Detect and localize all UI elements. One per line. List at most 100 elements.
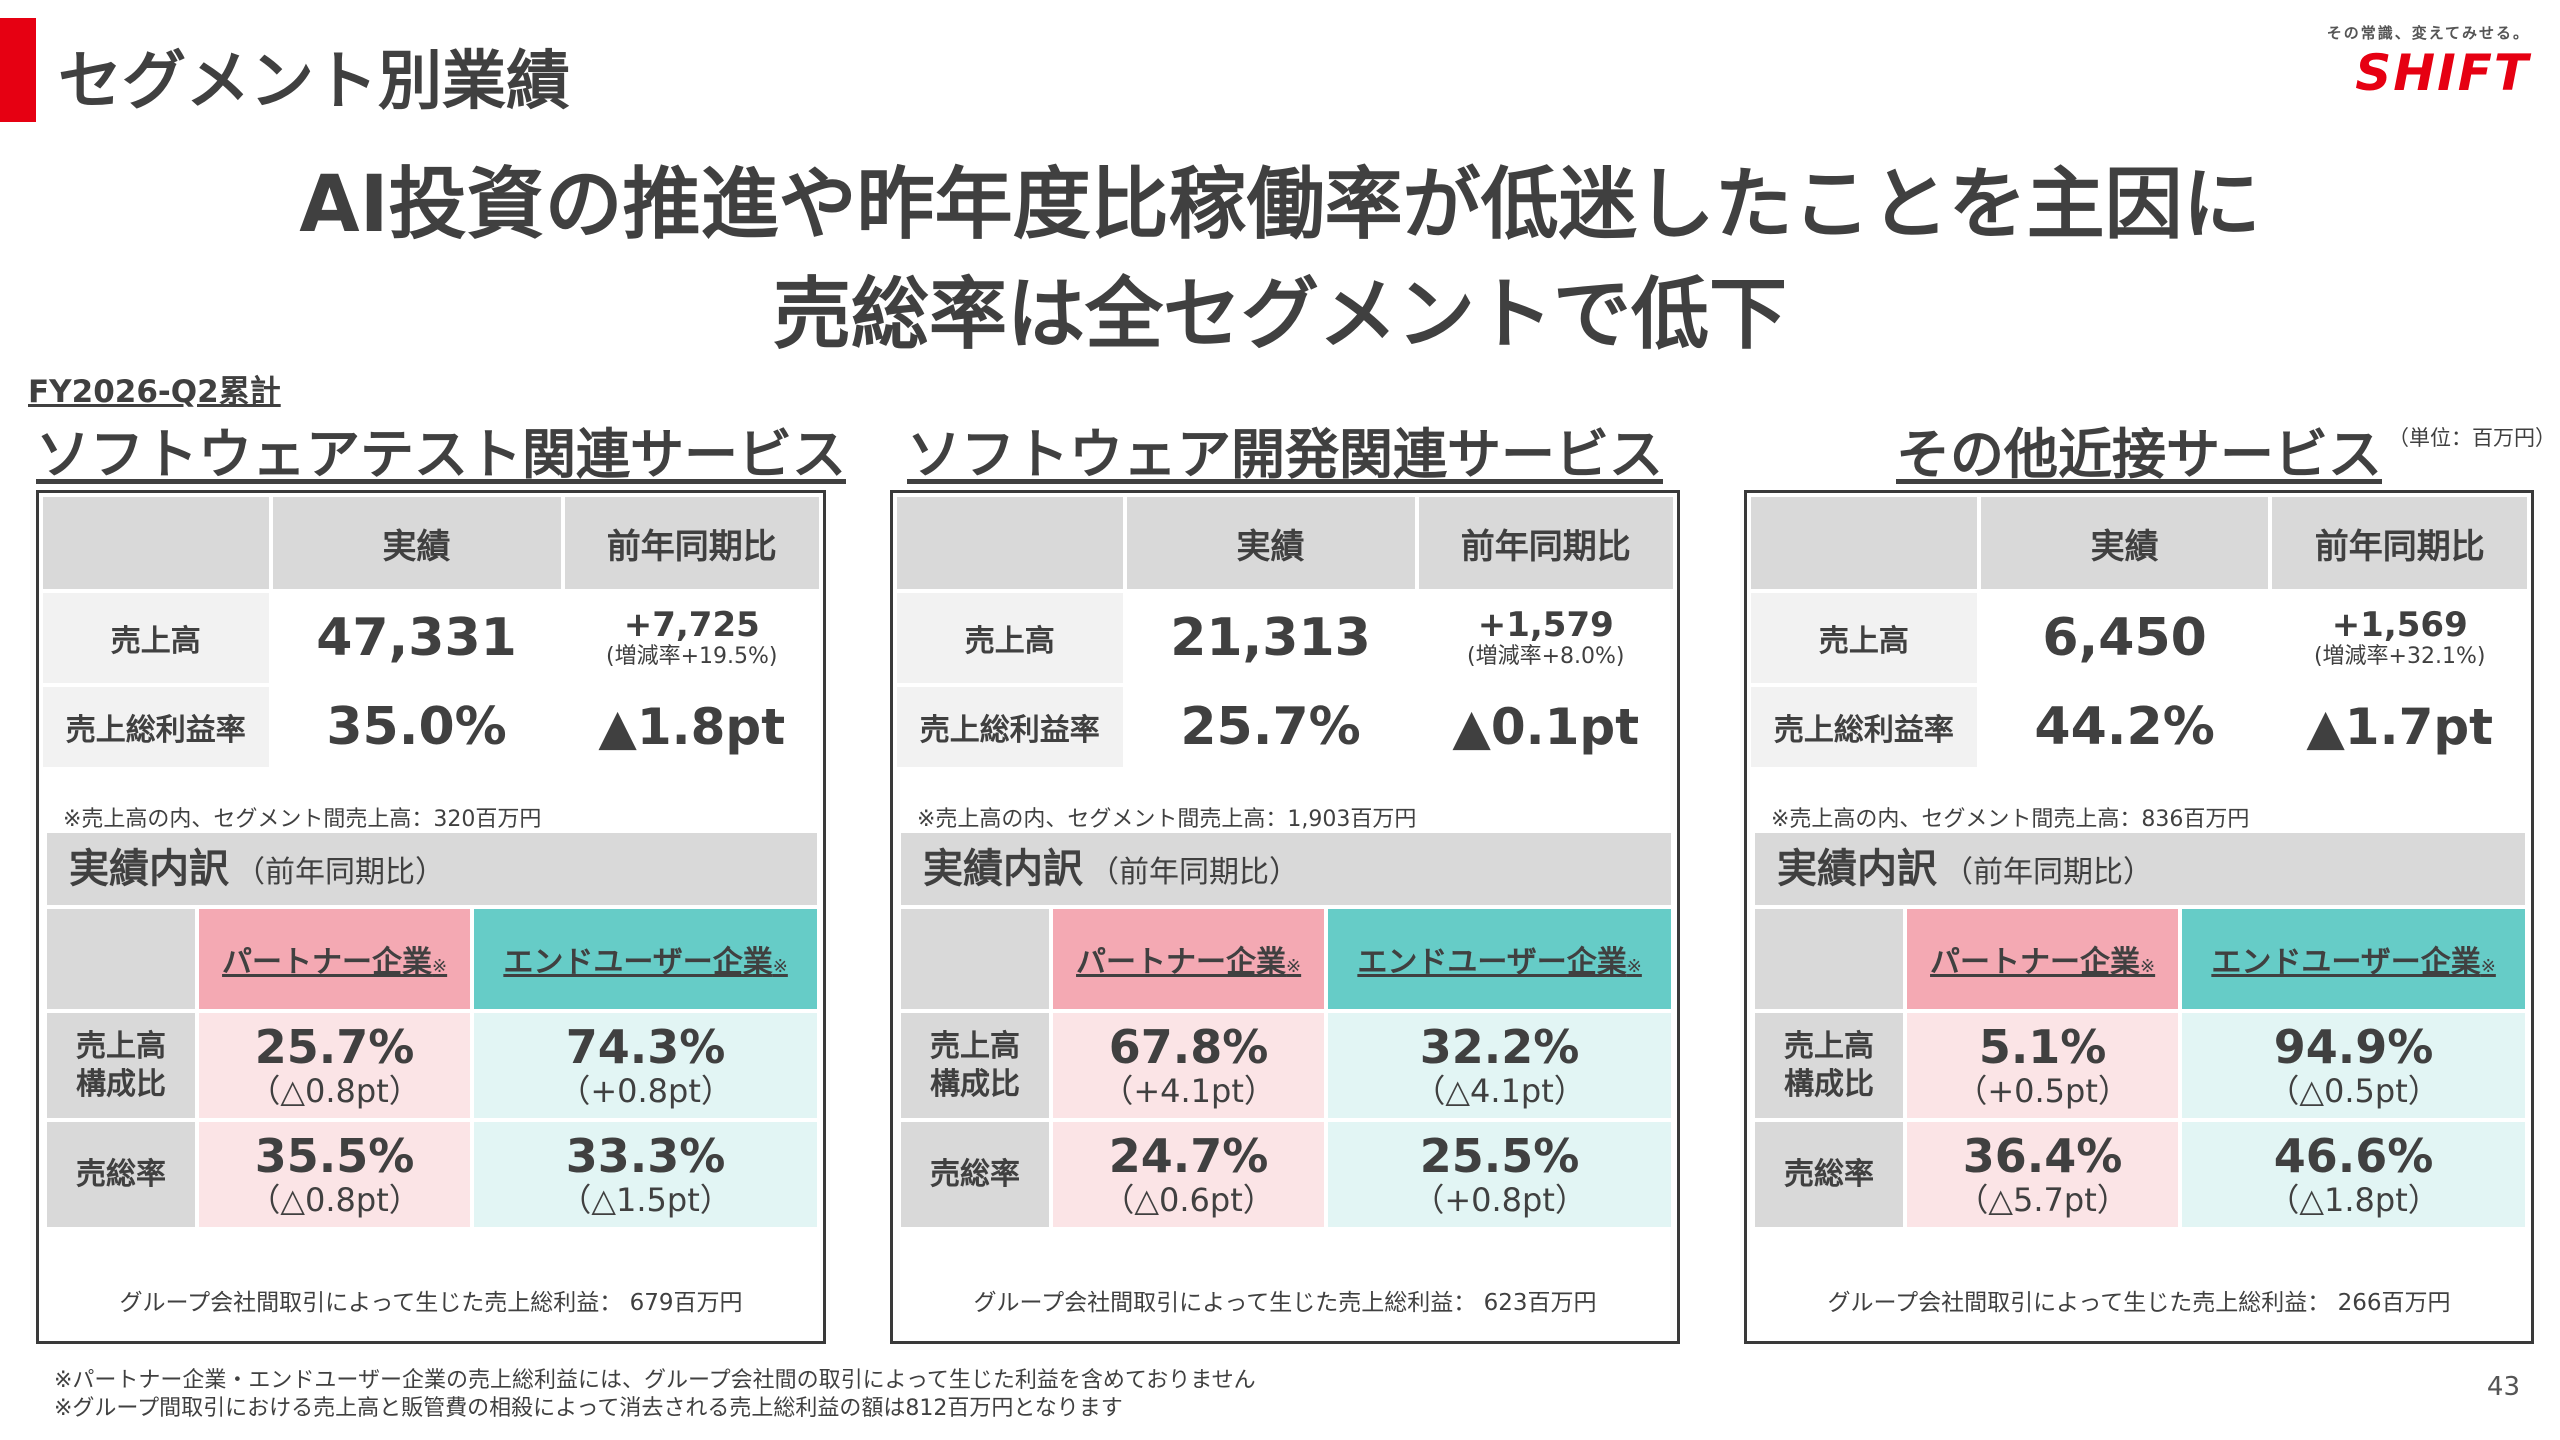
logo-tagline: その常識、変えてみせる。: [2326, 24, 2530, 42]
partner-gm-cell: 24.7% （△0.6pt）: [1053, 1122, 1325, 1227]
enduser-header: エンドユーザー企業※: [474, 909, 817, 1009]
logo-wordmark: SHIFT: [2355, 44, 2530, 102]
partner-comp: 25.7%: [254, 1019, 415, 1074]
summary-table: 実績 前年同期比 売上高 21,313 +1,579 (増減率+8.0%) 売上…: [893, 493, 1677, 771]
breakdown-corner: [47, 909, 195, 1009]
headline-line-1: AI投資の推進や昨年度比稼働率が低迷したことを主因に: [299, 160, 2261, 250]
intersegment-note: ※売上高の内、セグメント間売上高：1,903百万円: [917, 807, 1417, 832]
gm-value: 44.2%: [2034, 697, 2215, 757]
group-transaction-note: グループ会社間取引によって生じた売上総利益： 266百万円: [1827, 1290, 2451, 1316]
headline-line-2: 売総率は全セグメントで低下: [772, 270, 1787, 360]
breakdown-header: 実績内訳 （前年同期比）: [1755, 833, 2525, 905]
breakdown-header: 実績内訳 （前年同期比）: [901, 833, 1671, 905]
sales-comp-label: 売上高 構成比: [1755, 1013, 1903, 1118]
group-transaction-note: グループ会社間取引によって生じた売上総利益： 679百万円: [119, 1290, 743, 1316]
title-accent-bar: [0, 18, 36, 122]
summary-table: 実績 前年同期比 売上高 6,450 +1,569 (増減率+32.1%) 売上…: [1747, 493, 2531, 771]
yoy-header: 前年同期比: [1418, 497, 1673, 589]
partner-comp-cell: 25.7% （△0.8pt）: [199, 1013, 471, 1118]
segment-panel-test: 実績 前年同期比 売上高 47,331 +7,725 (増減率+19.5%) 売…: [36, 490, 826, 1344]
partner-gm-change: （△0.8pt）: [248, 1180, 421, 1219]
breakdown-subtitle: （前年同期比）: [235, 855, 445, 890]
sales-value: 6,450: [2042, 608, 2207, 668]
gross-rate-label: 売総率: [901, 1122, 1049, 1227]
breakdown-subtitle: （前年同期比）: [1943, 855, 2153, 890]
enduser-comp-cell: 32.2% （△4.1pt）: [1328, 1013, 1671, 1118]
page-number: 43: [2486, 1372, 2520, 1402]
partner-comp-change: （+4.1pt）: [1101, 1071, 1276, 1110]
summary-corner: [1751, 497, 1977, 589]
gm-label: 売上総利益率: [897, 687, 1123, 767]
segment-title-other: その他近接サービス: [1896, 423, 2382, 486]
partner-gm-change: （△0.6pt）: [1102, 1180, 1275, 1219]
breakdown-table: パートナー企業※ エンドユーザー企業※ 売上高 構成比 5.1% （+0.5pt）…: [1751, 905, 2529, 1231]
segment-panel-other: 実績 前年同期比 売上高 6,450 +1,569 (増減率+32.1%) 売上…: [1744, 490, 2534, 1344]
summary-corner: [897, 497, 1123, 589]
breakdown-title: 実績内訳: [69, 846, 229, 892]
gm-value: 25.7%: [1180, 697, 1361, 757]
enduser-comp-cell: 94.9% （△0.5pt）: [2182, 1013, 2525, 1118]
breakdown-corner: [901, 909, 1049, 1009]
gross-rate-label: 売総率: [1755, 1122, 1903, 1227]
sales-value: 21,313: [1170, 608, 1371, 668]
enduser-header: エンドユーザー企業※: [1328, 909, 1671, 1009]
footnote-2: ※グループ間取引における売上高と販管費の相殺によって消去される売上総利益の額は8…: [54, 1396, 1123, 1421]
enduser-gm-change: （+0.8pt）: [1412, 1180, 1587, 1219]
partner-comp: 5.1%: [1978, 1019, 2107, 1074]
breakdown-subtitle: （前年同期比）: [1089, 855, 1299, 890]
enduser-gm-cell: 25.5% （+0.8pt）: [1328, 1122, 1671, 1227]
shift-logo: その常識、変えてみせる。 SHIFT: [2300, 22, 2530, 103]
enduser-comp: 32.2%: [1419, 1019, 1580, 1074]
headline: AI投資の推進や昨年度比稼働率が低迷したことを主因に 売総率は全セグメントで低下: [0, 150, 2560, 370]
breakdown-table: パートナー企業※ エンドユーザー企業※ 売上高 構成比 25.7% （△0.8pt…: [43, 905, 821, 1231]
group-transaction-note: グループ会社間取引によって生じた売上総利益： 623百万円: [973, 1290, 1597, 1316]
enduser-header: エンドユーザー企業※: [2182, 909, 2525, 1009]
gm-yoy: ▲0.1pt: [1452, 698, 1640, 756]
partner-gm-change: （△5.7pt）: [1956, 1180, 2129, 1219]
intersegment-note: ※売上高の内、セグメント間売上高：320百万円: [63, 807, 542, 832]
period-label: FY2026-Q2累計: [28, 374, 281, 410]
partner-gm: 35.5%: [254, 1128, 415, 1183]
sales-yoy: +1,569: [2331, 605, 2468, 645]
enduser-gm: 46.6%: [2273, 1128, 2434, 1183]
enduser-gm: 25.5%: [1419, 1128, 1580, 1183]
sales-yoy-rate: (増減率+32.1%): [2313, 644, 2486, 669]
enduser-comp: 94.9%: [2273, 1019, 2434, 1074]
gm-yoy: ▲1.8pt: [598, 698, 786, 756]
actual-header: 実績: [1126, 497, 1415, 589]
actual-header: 実績: [272, 497, 561, 589]
sales-label: 売上高: [897, 593, 1123, 683]
sales-comp-label: 売上高 構成比: [47, 1013, 195, 1118]
partner-comp-change: （△0.8pt）: [248, 1071, 421, 1110]
sales-label: 売上高: [1751, 593, 1977, 683]
segment-title-dev: ソフトウェア開発関連サービス: [907, 423, 1663, 486]
sales-comp-label: 売上高 構成比: [901, 1013, 1049, 1118]
segment-title-test: ソフトウェアテスト関連サービス: [36, 423, 846, 486]
gm-label: 売上総利益率: [43, 687, 269, 767]
enduser-comp-change: （+0.8pt）: [558, 1071, 733, 1110]
enduser-gm-cell: 46.6% （△1.8pt）: [2182, 1122, 2525, 1227]
partner-gm-cell: 35.5% （△0.8pt）: [199, 1122, 471, 1227]
enduser-gm-change: （△1.8pt）: [2267, 1180, 2440, 1219]
partner-header: パートナー企業※: [199, 909, 471, 1009]
enduser-comp-change: （△4.1pt）: [1413, 1071, 1586, 1110]
summary-table: 実績 前年同期比 売上高 47,331 +7,725 (増減率+19.5%) 売…: [39, 493, 823, 771]
partner-gm: 24.7%: [1108, 1128, 1269, 1183]
partner-header: パートナー企業※: [1907, 909, 2179, 1009]
sales-yoy-rate: (増減率+19.5%): [606, 644, 778, 669]
enduser-gm: 33.3%: [565, 1128, 726, 1183]
sales-yoy-rate: (増減率+8.0%): [1467, 644, 1625, 669]
breakdown-corner: [1755, 909, 1903, 1009]
partner-comp-cell: 67.8% （+4.1pt）: [1053, 1013, 1325, 1118]
page-title: セグメント別業績: [58, 45, 570, 119]
sales-label: 売上高: [43, 593, 269, 683]
enduser-comp-change: （△0.5pt）: [2267, 1071, 2440, 1110]
partner-comp-cell: 5.1% （+0.5pt）: [1907, 1013, 2179, 1118]
enduser-gm-cell: 33.3% （△1.5pt）: [474, 1122, 817, 1227]
footnote-1: ※パートナー企業・エンドユーザー企業の売上総利益には、グループ会社間の取引によっ…: [54, 1368, 1256, 1393]
sales-yoy: +7,725: [623, 605, 760, 645]
yoy-header: 前年同期比: [564, 497, 819, 589]
summary-corner: [43, 497, 269, 589]
gross-rate-label: 売総率: [47, 1122, 195, 1227]
breakdown-table: パートナー企業※ エンドユーザー企業※ 売上高 構成比 67.8% （+4.1pt…: [897, 905, 1675, 1231]
